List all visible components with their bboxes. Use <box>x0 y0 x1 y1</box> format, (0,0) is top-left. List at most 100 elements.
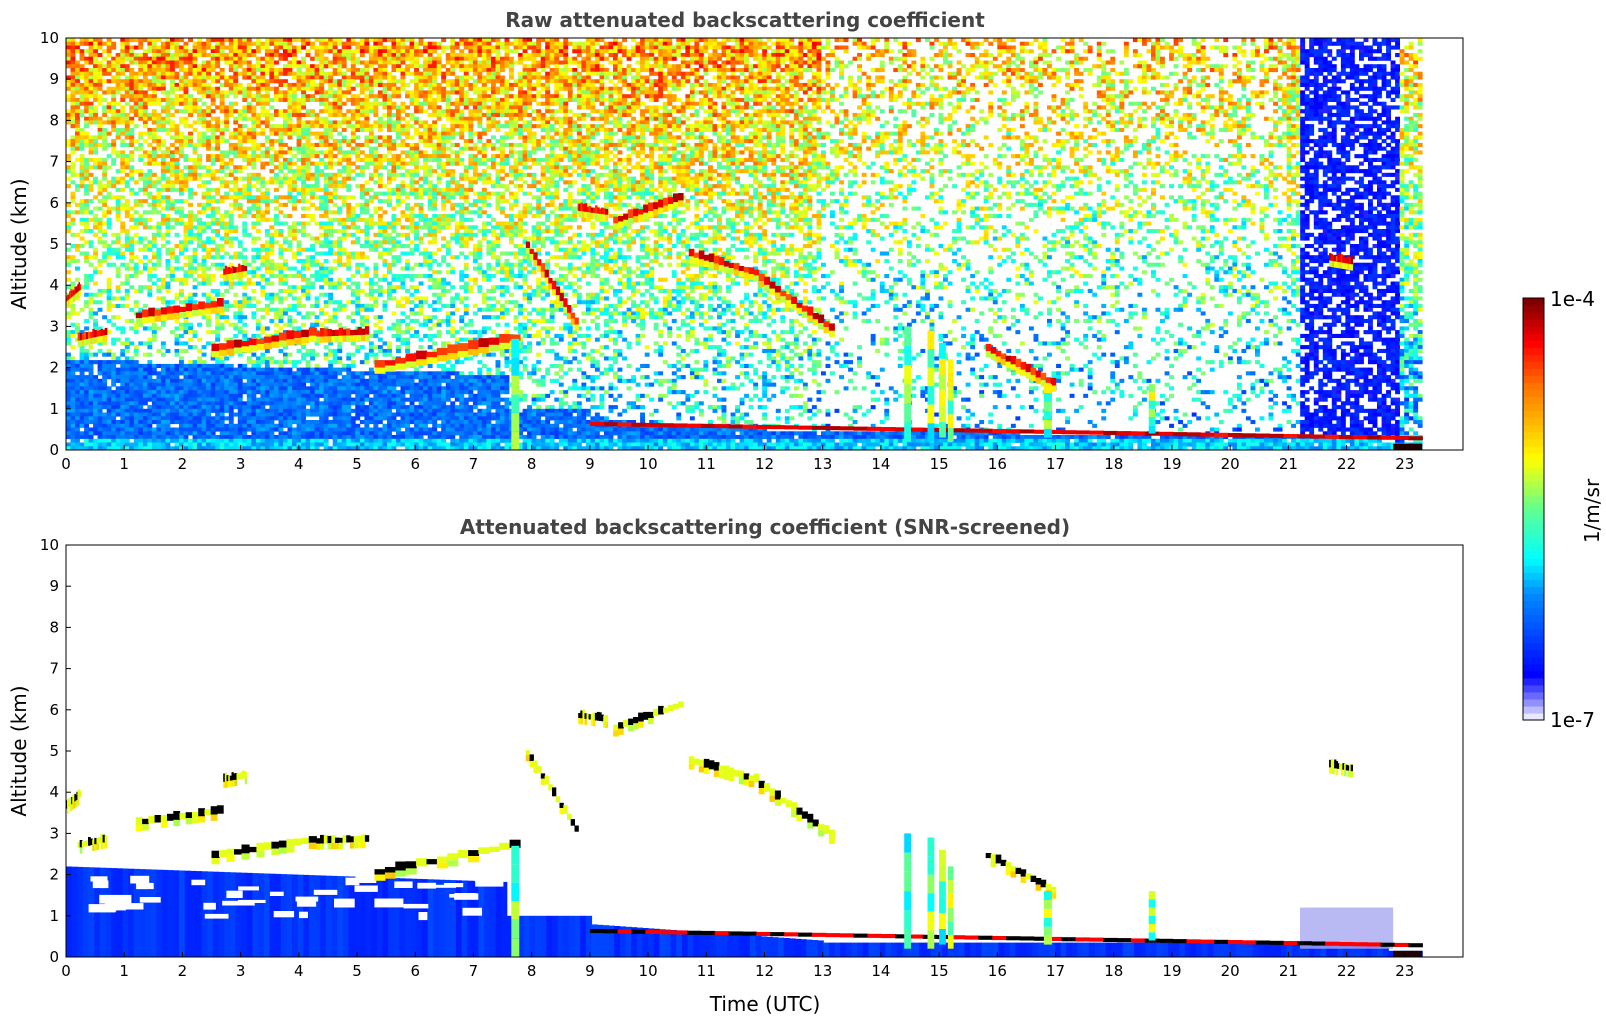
noise-cell <box>206 240 211 244</box>
noise-cell <box>220 128 225 132</box>
noise-cell <box>143 57 148 61</box>
noise-cell <box>179 401 184 405</box>
noise-cell <box>107 49 112 53</box>
noise-cell <box>156 405 161 409</box>
noise-cell <box>138 420 143 424</box>
noise-cell <box>175 177 180 181</box>
noise-cell <box>152 135 157 139</box>
noise-cell <box>188 267 193 271</box>
noise-cell <box>75 68 80 72</box>
noise-cell <box>184 72 189 76</box>
noise-cell <box>138 117 143 121</box>
noise-cell <box>224 128 229 132</box>
noise-cell <box>152 195 157 199</box>
noise-cell <box>197 435 202 439</box>
noise-cell <box>202 431 207 435</box>
noise-cell <box>71 282 76 286</box>
noise-cell <box>170 252 175 256</box>
noise-cell <box>129 76 134 80</box>
noise-cell <box>184 323 189 327</box>
noise-cell <box>129 87 134 91</box>
noise-cell <box>220 263 225 267</box>
noise-cell <box>152 210 157 214</box>
noise-cell <box>156 259 161 263</box>
noise-cell <box>80 431 85 435</box>
noise-cell <box>147 64 152 68</box>
noise-cell <box>161 364 166 368</box>
noise-cell <box>206 188 211 192</box>
noise-cell <box>147 278 152 282</box>
noise-cell <box>102 424 107 428</box>
noise-cell <box>75 439 80 443</box>
noise-cell <box>161 443 166 447</box>
noise-cell <box>107 304 112 308</box>
noise-cell <box>111 424 116 428</box>
noise-cell <box>206 409 211 413</box>
noise-cell <box>220 368 225 372</box>
noise-cell <box>107 439 112 443</box>
noise-cell <box>188 124 193 128</box>
noise-cell <box>75 139 80 143</box>
noise-cell <box>89 143 94 147</box>
noise-cell <box>211 383 216 387</box>
noise-cell <box>197 158 202 162</box>
noise-cell <box>111 379 116 383</box>
noise-cell <box>93 282 98 286</box>
noise-cell <box>170 428 175 432</box>
noise-cell <box>107 195 112 199</box>
noise-cell <box>75 443 80 447</box>
noise-cell <box>188 409 193 413</box>
noise-cell <box>84 394 89 398</box>
noise-cell <box>215 394 220 398</box>
noise-cell <box>129 428 134 432</box>
noise-cell <box>125 94 130 98</box>
noise-cell <box>166 113 171 117</box>
noise-cell <box>89 390 94 394</box>
noise-cell <box>215 379 220 383</box>
noise-cell <box>161 98 166 102</box>
noise-cell <box>116 443 121 447</box>
noise-cell <box>156 199 161 203</box>
noise-cell <box>84 282 89 286</box>
noise-cell <box>134 76 139 80</box>
noise-cell <box>98 259 103 263</box>
noise-cell <box>179 431 184 435</box>
noise-cell <box>138 87 143 91</box>
noise-cell <box>220 68 225 72</box>
noise-cell <box>161 237 166 241</box>
noise-cell <box>93 248 98 252</box>
noise-cell <box>138 109 143 113</box>
noise-cell <box>107 38 112 42</box>
noise-cell <box>107 210 112 214</box>
noise-cell <box>116 113 121 117</box>
noise-cell <box>147 267 152 271</box>
noise-cell <box>220 49 225 53</box>
noise-cell <box>197 72 202 76</box>
noise-cell <box>206 364 211 368</box>
noise-cell <box>152 49 157 53</box>
noise-cell <box>175 139 180 143</box>
noise-cell <box>120 360 125 364</box>
noise-cell <box>71 79 76 83</box>
noise-cell <box>175 98 180 102</box>
noise-cell <box>120 225 125 229</box>
noise-cell <box>202 124 207 128</box>
noise-cell <box>224 154 229 158</box>
noise-cell <box>188 386 193 390</box>
noise-cell <box>89 405 94 409</box>
noise-cell <box>202 368 207 372</box>
noise-cell <box>215 53 220 57</box>
noise-cell <box>120 139 125 143</box>
noise-cell <box>129 360 134 364</box>
noise-cell <box>111 233 116 237</box>
noise-cell <box>89 263 94 267</box>
noise-cell <box>125 401 130 405</box>
noise-cell <box>129 38 134 42</box>
noise-cell <box>197 428 202 432</box>
noise-cell <box>129 255 134 259</box>
noise-cell <box>197 416 202 420</box>
noise-cell <box>89 135 94 139</box>
noise-cell <box>202 192 207 196</box>
noise-cell <box>161 162 166 166</box>
noise-cell <box>215 147 220 151</box>
